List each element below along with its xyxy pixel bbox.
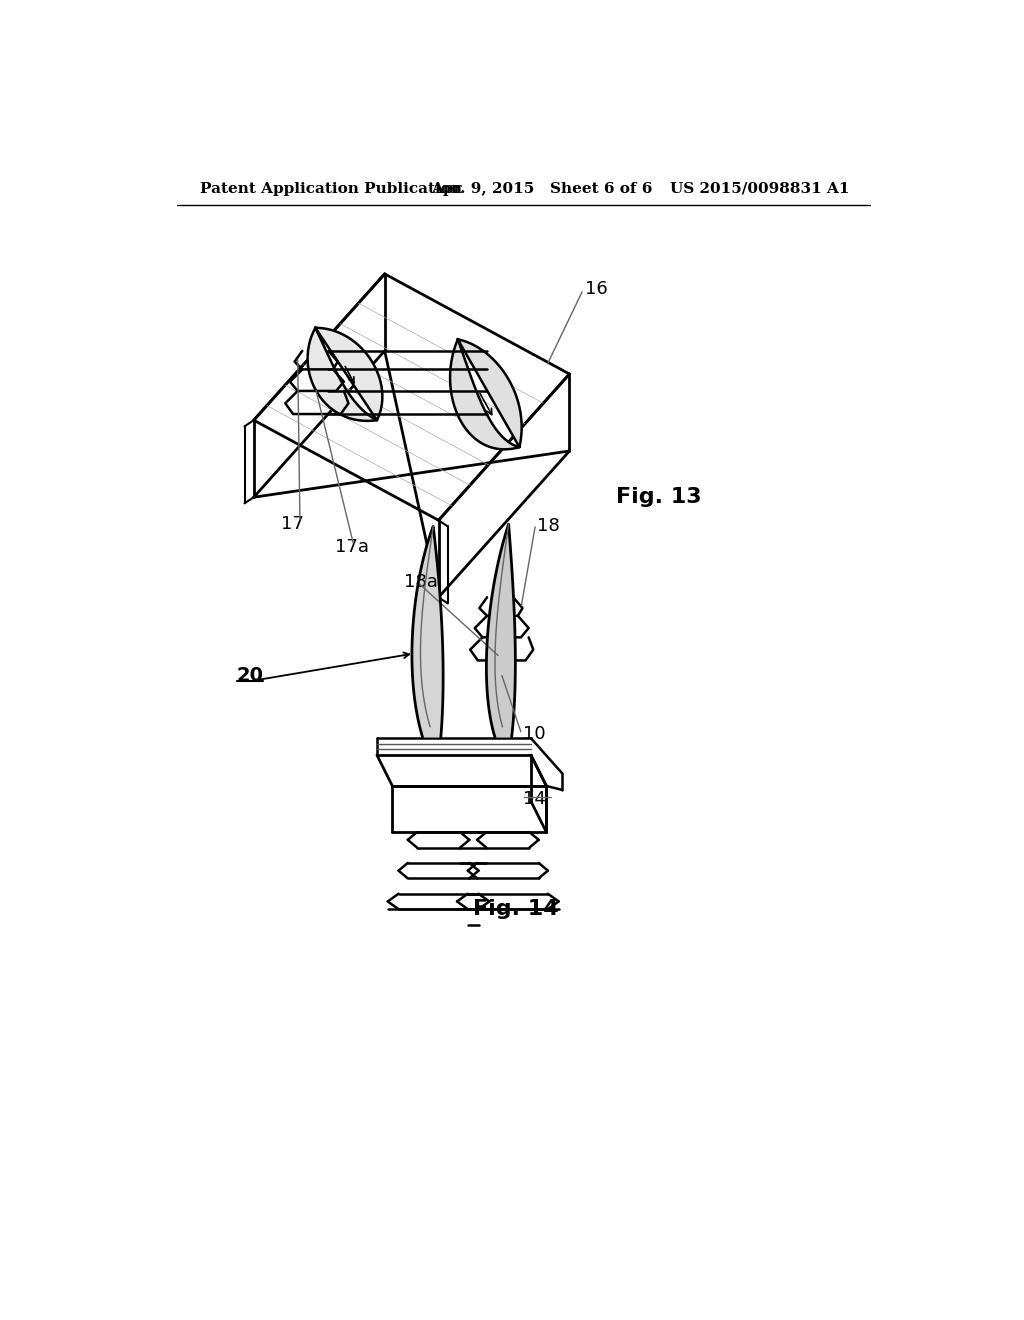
Text: 18: 18 <box>538 516 560 535</box>
Text: US 2015/0098831 A1: US 2015/0098831 A1 <box>670 182 849 195</box>
Text: Apr. 9, 2015   Sheet 6 of 6: Apr. 9, 2015 Sheet 6 of 6 <box>431 182 652 195</box>
Polygon shape <box>307 327 382 421</box>
Polygon shape <box>412 527 443 737</box>
Text: 20: 20 <box>237 667 264 685</box>
Text: 10: 10 <box>523 726 546 743</box>
Text: 17a: 17a <box>335 539 369 556</box>
Text: 14: 14 <box>523 791 546 808</box>
Text: 17: 17 <box>281 515 303 533</box>
Text: 16: 16 <box>585 280 607 298</box>
Text: 18a: 18a <box>403 573 438 591</box>
Text: Patent Application Publication: Patent Application Publication <box>200 182 462 195</box>
Polygon shape <box>451 339 521 449</box>
Text: Fig. 13: Fig. 13 <box>615 487 701 507</box>
Text: Fig. 14: Fig. 14 <box>473 899 559 919</box>
Polygon shape <box>486 524 515 737</box>
